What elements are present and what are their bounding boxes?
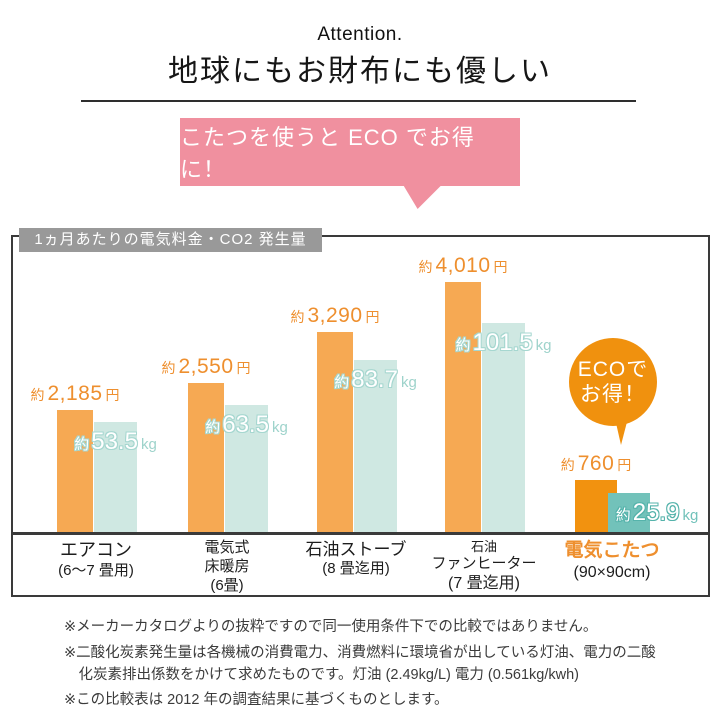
category-line: (7 畳迄用) <box>447 575 520 592</box>
chart-title-label: 1ヵ月あたりの電気料金・CO2 発生量 <box>19 228 322 252</box>
footnote: ※この比較表は 2012 年の調査結果に基づくものとします。 <box>64 692 449 709</box>
chart-area: 1ヵ月あたりの電気料金・CO2 発生量 約 2,185 円約53.5 kg 約 2,550… <box>11 228 710 597</box>
label-cost-prefix: 約 <box>161 360 176 376</box>
label-cost-4: 約 760 円 <box>506 452 686 476</box>
label-co2-value: 25.9 <box>632 499 680 526</box>
label-cost-value: 4,010 <box>435 254 491 277</box>
eco-badge: ECOで お得！ <box>569 338 657 426</box>
label-co2-prefix: 約 <box>74 436 90 453</box>
category-line: (6〜7 畳用) <box>58 561 134 579</box>
category-line: 電気式 <box>204 539 250 556</box>
category-label-2: 石油ストーブ (8 畳迄用) <box>281 539 431 579</box>
label-co2-prefix: 約 <box>615 507 631 524</box>
bar-cost-0 <box>57 410 93 532</box>
label-co2-value: 63.5 <box>222 411 269 438</box>
category-line: ファンヒーター <box>431 555 537 573</box>
bar-cost-3 <box>445 282 481 532</box>
category-line: (8 畳迄用) <box>322 560 390 578</box>
label-cost-2: 約 3,290 円 <box>245 304 425 328</box>
label-co2-3: 約101.5 kg <box>414 329 594 357</box>
bar-co2-1 <box>225 405 268 532</box>
label-co2-prefix: 約 <box>455 337 471 354</box>
label-co2-prefix: 約 <box>205 419 221 436</box>
label-cost-3: 約 4,010 円 <box>373 254 553 278</box>
category-label-0: エアコン (6〜7 畳用) <box>21 539 171 580</box>
label-cost-0: 約 2,185 円 <box>0 382 165 406</box>
bar-co2-2 <box>354 360 397 532</box>
label-co2-unit: kg <box>535 337 552 354</box>
category-line: 電気こたつ <box>564 540 660 561</box>
category-line: エアコン <box>60 540 132 560</box>
label-cost-unit: 円 <box>493 259 508 275</box>
label-cost-unit: 円 <box>105 387 120 403</box>
category-line: 床暖房 <box>204 557 250 575</box>
label-cost-prefix: 約 <box>418 259 433 275</box>
label-cost-prefix: 約 <box>30 387 45 403</box>
label-co2-value: 83.7 <box>351 366 398 393</box>
page-title: 地球にもお財布にも優しい <box>168 55 552 88</box>
label-co2-4: 約25.9 kg <box>567 499 720 527</box>
label-cost-1: 約 2,550 円 <box>116 355 296 379</box>
label-cost-value: 2,185 <box>47 382 103 405</box>
bar-cost-2 <box>317 332 353 532</box>
bar-cost-1 <box>188 383 224 532</box>
footnote: ※二酸化炭素発生量は各機械の消費電力、消費燃料に環境省が出している灯油、電力の二… <box>64 644 656 683</box>
bar-co2-0 <box>94 422 137 532</box>
label-cost-value: 760 <box>577 452 615 475</box>
label-cost-unit: 円 <box>365 309 380 325</box>
category-label-1: 電気式 床暖房 (6畳) <box>152 539 302 595</box>
title-underline <box>81 100 636 102</box>
label-co2-prefix: 約 <box>334 374 350 391</box>
speech-bubble: こたつを使うと ECO でお得に！ <box>180 118 520 186</box>
label-co2-value: 101.5 <box>472 329 533 356</box>
category-label-3: 石油 ファンヒーター (7 畳迄用) <box>409 539 559 594</box>
chart-baseline <box>13 532 708 535</box>
label-cost-value: 3,290 <box>307 304 363 327</box>
category-line: 石油 <box>470 539 497 554</box>
label-cost-unit: 円 <box>617 457 632 473</box>
label-co2-value: 53.5 <box>91 428 138 455</box>
attention-text: Attention. <box>317 24 403 45</box>
label-cost-prefix: 約 <box>290 309 305 325</box>
footnote: ※メーカーカタログよりの抜粋ですので同一使用条件下での比較ではありません。 <box>64 619 598 635</box>
category-line: (90×90cm) <box>573 563 651 581</box>
eco-badge-line1: ECOで <box>577 358 649 381</box>
label-co2-unit: kg <box>400 374 417 391</box>
eco-badge-line2: お得！ <box>580 383 646 406</box>
category-line: (6畳) <box>210 576 244 594</box>
label-cost-prefix: 約 <box>560 457 575 473</box>
label-co2-0: 約53.5 kg <box>26 428 206 456</box>
footnotes: ※メーカーカタログよりの抜粋ですので同一使用条件下での比較ではありません。 ※二… <box>64 617 670 716</box>
speech-bubble-text: こたつを使うと ECO でお得に！ <box>180 125 475 182</box>
label-cost-value: 2,550 <box>178 355 234 378</box>
label-co2-1: 約63.5 kg <box>157 411 337 439</box>
label-co2-unit: kg <box>140 436 157 453</box>
category-label-4: 電気こたつ (90×90cm) <box>537 539 687 583</box>
speech-bubble-tail <box>403 185 442 209</box>
bar-co2-3 <box>482 323 525 532</box>
category-line: 石油ストーブ <box>305 540 407 559</box>
label-co2-unit: kg <box>271 419 288 436</box>
label-co2-2: 約83.7 kg <box>286 366 466 394</box>
bar-co2-4 <box>608 493 650 532</box>
label-co2-unit: kg <box>682 507 699 524</box>
label-cost-unit: 円 <box>236 360 251 376</box>
